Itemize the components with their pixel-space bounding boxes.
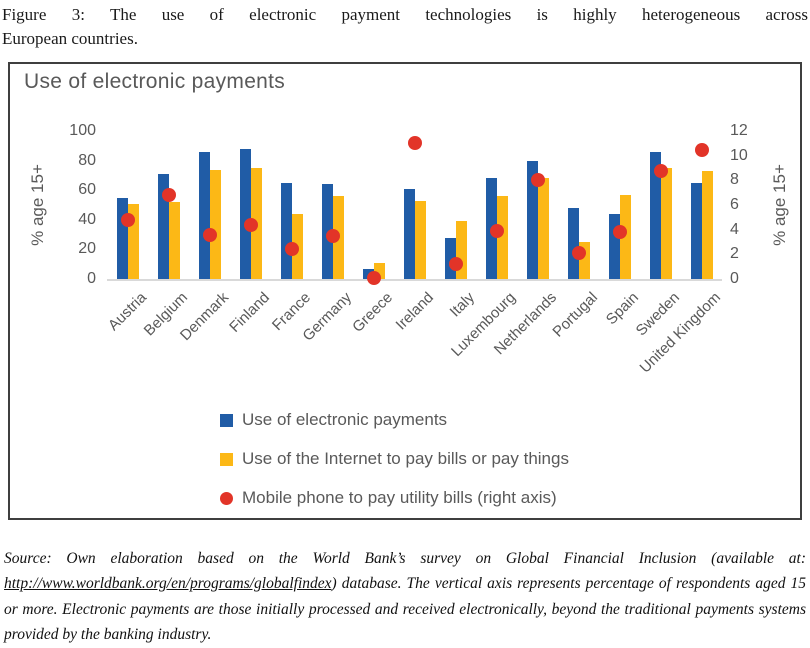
point-mobile-payments [284, 242, 299, 257]
figure-caption-line1: Figure 3: The use of electronic payment … [2, 5, 808, 24]
bar-electronic-payments [567, 208, 579, 279]
legend-item-label: Use of the Internet to pay bills or pay … [242, 449, 569, 468]
bar-internet-payments [127, 203, 139, 279]
axis-tick-label: 40 [78, 210, 96, 228]
chart-frame: Use of electronic payments % age 15+ 0 20… [8, 62, 802, 520]
bar-internet-payments [701, 171, 713, 279]
point-mobile-payments [612, 225, 627, 240]
bar-internet-payments [209, 169, 221, 279]
bar-electronic-payments [116, 197, 128, 279]
source-note-prefix: Source: Own elaboration based on the Wor… [4, 549, 806, 567]
axis-tick-label: 4 [730, 220, 739, 238]
bar-electronic-payments [239, 148, 251, 279]
right-axis-ticks: 0 2 4 6 8 10 12 [730, 123, 774, 287]
bar-internet-payments [660, 168, 672, 279]
bar-electronic-payments [280, 182, 292, 279]
legend-item: Use of the Internet to pay bills or pay … [220, 448, 569, 470]
bar-internet-payments [168, 202, 180, 279]
x-axis-label: Ireland [392, 289, 437, 334]
plot-area [107, 131, 722, 285]
x-axis-labels: Austria Belgium Denmark Finland France German… [104, 281, 723, 406]
axis-tick-label: 8 [730, 171, 739, 189]
point-mobile-payments [202, 227, 217, 242]
legend-square-marker-icon [220, 452, 233, 466]
point-mobile-payments [489, 223, 504, 238]
bar-internet-payments [373, 262, 385, 279]
axis-tick-label: 0 [730, 270, 739, 287]
axis-tick-label: 80 [78, 151, 96, 169]
point-mobile-payments [407, 136, 422, 151]
figure-caption: Figure 3: The use of electronic payment … [2, 3, 808, 51]
legend-square-marker-icon [220, 413, 233, 427]
x-axis-label: Portugal [548, 289, 601, 341]
point-mobile-payments [653, 163, 668, 178]
bar-internet-payments [414, 200, 426, 279]
right-axis-title: % age 15+ [768, 131, 792, 279]
point-mobile-payments [243, 217, 258, 232]
source-note: Source: Own elaboration based on the Wor… [4, 546, 806, 648]
bar-internet-payments [537, 178, 549, 279]
point-mobile-payments [366, 270, 381, 285]
legend-item: Use of electronic payments [220, 409, 569, 431]
bar-internet-payments [455, 221, 467, 279]
source-url-link[interactable]: http://www.worldbank.org/en/programs/glo… [4, 575, 332, 592]
legend-item-label: Use of electronic payments [242, 410, 448, 429]
legend-item-label: Mobile phone to pay utility bills (right… [242, 488, 557, 507]
axis-tick-label: 10 [730, 146, 748, 164]
bar-electronic-payments [526, 160, 538, 279]
bar-electronic-payments [403, 188, 415, 279]
bar-internet-payments [578, 242, 590, 279]
point-mobile-payments [530, 173, 545, 188]
bar-internet-payments [496, 196, 508, 279]
bar-electronic-payments [690, 182, 702, 279]
x-axis-label: Finland [225, 289, 273, 336]
point-mobile-payments [325, 228, 340, 243]
point-mobile-payments [448, 257, 463, 272]
x-axis-label: Italy [446, 289, 478, 321]
x-axis-label: Greece [348, 289, 396, 336]
left-axis-title-text: % age 15+ [28, 164, 48, 246]
axis-tick-label: 12 [730, 122, 748, 139]
bar-electronic-payments [608, 213, 620, 279]
axis-tick-label: 100 [69, 122, 96, 139]
chart-legend: Use of electronic payments Use of the Int… [220, 409, 569, 526]
bar-electronic-payments [649, 151, 661, 279]
legend-circle-marker-icon [220, 491, 233, 505]
axis-tick-label: 2 [730, 245, 739, 263]
axis-tick-label: 60 [78, 181, 96, 199]
axis-tick-label: 0 [87, 270, 96, 287]
bar-electronic-payments [198, 151, 210, 279]
x-axis-label: Spain [602, 289, 642, 329]
legend-item: Mobile phone to pay utility bills (right… [220, 487, 569, 509]
left-axis-ticks: 0 20 40 60 80 100 [46, 123, 96, 287]
point-mobile-payments [161, 188, 176, 203]
figure-caption-line2: European countries. [2, 29, 138, 48]
point-mobile-payments [571, 246, 586, 261]
bar-electronic-payments [157, 173, 169, 279]
axis-tick-label: 6 [730, 196, 739, 213]
chart-title: Use of electronic payments [24, 70, 286, 93]
point-mobile-payments [120, 212, 135, 227]
point-mobile-payments [694, 142, 709, 157]
axis-tick-label: 20 [78, 240, 96, 258]
right-axis-title-text: % age 15+ [770, 164, 790, 246]
